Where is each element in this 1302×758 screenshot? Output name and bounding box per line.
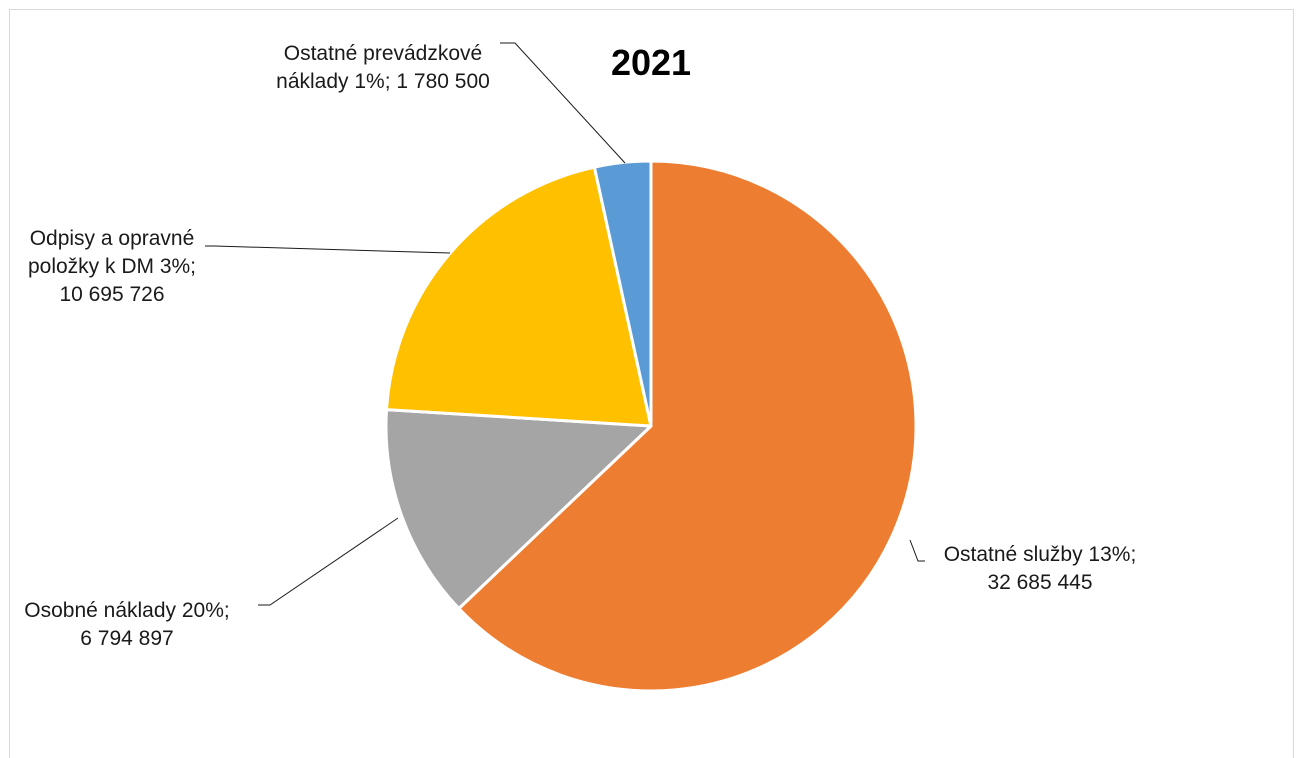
leader-line-4 <box>500 42 626 164</box>
data-label-line: Odpisy a opravné <box>30 227 195 250</box>
data-label-line: položky k DM 3%; <box>28 255 196 278</box>
data-label-line: Ostatné prevádzkové <box>284 42 482 65</box>
chart-title: 2021 <box>611 42 691 83</box>
pie-slices <box>384 159 918 693</box>
pie-slice-3 <box>385 165 653 428</box>
pie-slice-1 <box>457 159 918 693</box>
data-label-line: Ostatné služby 13%; <box>944 543 1137 566</box>
data-label-4: Ostatné prevádzkové náklady 1%; 1 780 500 <box>276 42 490 93</box>
leader-line-3 <box>205 245 451 254</box>
data-label-2: Osobné náklady 20%; 6 794 897 <box>24 599 229 650</box>
data-labels: Ostatné služby 13%; 32 685 445 Osobné nákl… <box>24 42 1136 650</box>
leader-line-2 <box>258 517 399 606</box>
data-label-line: 10 695 726 <box>59 283 164 306</box>
leader-lines <box>205 42 925 606</box>
leader-line-1 <box>909 539 925 562</box>
data-label-3: Odpisy a opravné položky k DM 3%; 10 695 7… <box>28 227 196 306</box>
data-label-line: 6 794 897 <box>80 627 173 650</box>
data-label-line: 32 685 445 <box>987 571 1092 594</box>
data-label-1: Ostatné služby 13%; 32 685 445 <box>944 543 1137 594</box>
pie-slice-4 <box>592 159 653 428</box>
pie-slice-2 <box>384 408 653 611</box>
data-label-line: náklady 1%; 1 780 500 <box>276 70 490 93</box>
data-label-line: Osobné náklady 20%; <box>24 599 229 622</box>
